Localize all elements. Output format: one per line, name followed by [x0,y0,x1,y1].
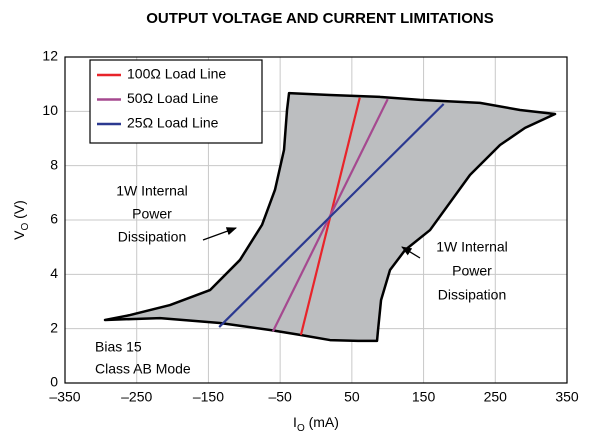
legend-label: 50Ω Load Line [127,90,219,106]
arrow [401,246,421,259]
chart-title: OUTPUT VOLTAGE AND CURRENT LIMITATIONS [146,10,493,27]
annotation: Power [452,263,492,279]
legend-label: 25Ω Load Line [127,115,219,131]
y-tick-label: 12 [42,48,58,64]
x-tick-label: 250 [484,389,508,405]
y-tick-label: 10 [42,102,58,118]
x-tick-label: 350 [555,389,579,405]
annotation: 1W Internal [436,239,508,255]
x-tick-label: –250 [121,389,152,405]
axis-label-part: V [11,230,27,240]
annotation: 1W Internal [116,183,188,199]
axis-label-part: I [293,414,297,430]
load-line [218,103,445,328]
plot-frame [64,56,568,384]
y-tick-label: 2 [50,319,58,335]
legend-label: 100Ω Load Line [127,66,226,82]
arrow [202,227,237,241]
x-tick-label: 50 [344,389,360,405]
x-tick-label: 150 [412,389,436,405]
axis-label: VO (V) [11,200,31,240]
annotation: Dissipation [438,287,506,303]
annotation: Class AB Mode [95,361,191,377]
x-tick-label: –350 [49,389,80,405]
axis-label-part: (mA) [305,414,339,430]
axis-label: IO (mA) [293,414,339,434]
annotation: Dissipation [118,229,186,245]
annotation: Power [132,206,172,222]
axis-label-part: (V) [11,200,27,223]
y-tick-label: 8 [50,156,58,172]
y-tick-label: 4 [50,265,58,281]
x-tick-label: –150 [193,389,224,405]
axis-label-part: O [20,223,31,231]
y-tick-label: 0 [50,374,58,390]
axis-label-part: O [297,423,305,434]
y-tick-label: 6 [50,211,58,227]
x-tick-label: –50 [268,389,292,405]
annotation: Bias 15 [95,339,142,355]
